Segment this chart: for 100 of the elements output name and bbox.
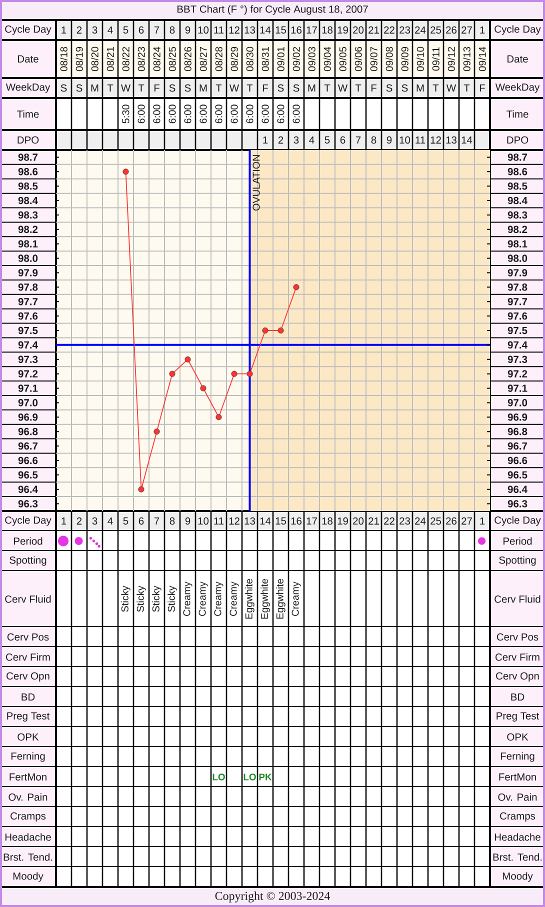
text: Creamy	[183, 582, 192, 616]
text: 19	[338, 26, 348, 34]
text: 6:00	[277, 104, 284, 124]
text: 8	[371, 136, 376, 144]
text: 10	[198, 26, 209, 34]
y-tick-label: 96.4	[18, 486, 38, 493]
text: S	[184, 84, 191, 92]
text: 7	[154, 26, 160, 34]
text: 10	[198, 517, 209, 525]
y-tick-label: 98.1	[18, 240, 38, 248]
text: 5	[324, 136, 330, 144]
text: 9	[386, 136, 392, 144]
x-tick-label: 08/20	[91, 46, 98, 72]
text: Cramps	[10, 812, 46, 822]
text: 26	[446, 26, 457, 34]
text: 6:00	[246, 104, 254, 124]
y-tick-label: 97.4	[18, 341, 38, 349]
text: Moody	[13, 872, 44, 882]
text: 14	[260, 517, 271, 525]
text: 10	[400, 136, 410, 144]
text: T	[246, 84, 253, 92]
text: 13	[244, 26, 256, 34]
text: Sticky	[121, 586, 130, 612]
text: Copyright © 2003-2024	[215, 892, 330, 902]
text: Preg Test	[7, 712, 50, 722]
text: 20	[353, 26, 364, 34]
x-tick-label: 09/07	[370, 47, 378, 72]
y2-tick-label: 97.1	[508, 384, 528, 392]
text: 15	[276, 26, 286, 34]
y2-tick-label: 98.6	[508, 168, 528, 176]
text: FertMon	[499, 773, 536, 781]
text: 3	[294, 136, 299, 144]
text: 5	[123, 26, 128, 34]
y-tick-label: 97.8	[18, 284, 38, 291]
text: 6:00	[200, 104, 207, 124]
text: 11	[214, 26, 224, 34]
text: 5	[123, 517, 128, 525]
text: M	[416, 84, 424, 92]
text: 6:00	[138, 104, 145, 124]
y-tick-label: 97.9	[18, 269, 38, 276]
y-tick-label: 96.7	[18, 442, 38, 450]
text: 2	[76, 517, 82, 525]
y2-tick-label: 97.9	[508, 269, 528, 276]
text: 9	[185, 26, 190, 34]
text: T	[324, 84, 330, 92]
y-tick-label: 97.5	[18, 326, 38, 334]
text: 3	[92, 517, 98, 525]
y-tick-label: 96.3	[18, 500, 38, 508]
text: 2	[278, 136, 284, 144]
text: W	[120, 84, 131, 92]
text: T	[138, 84, 144, 92]
x-tick-label: 09/06	[354, 46, 362, 72]
y-tick-label: 97.3	[18, 356, 38, 364]
x-tick-label: 09/11	[432, 47, 440, 71]
text: S	[60, 84, 67, 92]
y2-tick-label: 98.2	[508, 226, 528, 234]
text: 24	[415, 26, 426, 34]
text: LO	[212, 774, 225, 780]
text: WeekDay	[495, 83, 540, 93]
text: 23	[400, 26, 410, 34]
text: S	[169, 84, 176, 92]
text: 9	[185, 517, 190, 525]
y-tick-label: 96.5	[18, 471, 38, 479]
text: Eggwhite	[276, 578, 286, 619]
text: 6:00	[153, 104, 160, 124]
y-tick-label: 98.6	[18, 168, 38, 176]
text: W	[338, 84, 348, 92]
text: Sticky	[168, 586, 177, 612]
y2-tick-label: 97.3	[508, 356, 528, 364]
x-tick-label: 09/05	[339, 46, 346, 72]
text: Cramps	[500, 812, 536, 822]
y-tick-label: 97.1	[18, 384, 38, 392]
text: Preg Test	[496, 712, 540, 722]
text: F	[154, 84, 160, 92]
text: S	[293, 84, 300, 92]
text: WeekDay	[6, 83, 50, 93]
y2-tick-label: 97.2	[508, 370, 528, 378]
text: 13	[244, 517, 256, 525]
text: Headache	[5, 833, 51, 841]
text: 1	[62, 517, 66, 525]
x-tick-label: 09/12	[448, 47, 455, 72]
x-tick-label: 08/19	[76, 46, 83, 72]
text: S	[402, 84, 408, 92]
text: 6:00	[168, 104, 176, 124]
text: 1	[263, 136, 268, 144]
text: 8	[170, 26, 175, 34]
text: 12	[229, 517, 240, 525]
x-axis-title: Date	[508, 55, 528, 63]
text: 6	[138, 26, 144, 34]
y2-tick-label: 96.7	[508, 442, 528, 450]
x-tick-label: 08/23	[138, 46, 145, 72]
y-tick-label: 96.6	[18, 456, 38, 464]
y2-tick-label: 97.0	[508, 399, 528, 406]
text: 2	[76, 26, 82, 34]
x-tick-label: 09/01	[277, 47, 284, 72]
x-tick-label: 08/24	[153, 46, 160, 72]
y2-tick-label: 98.5	[508, 182, 528, 190]
text: 18	[322, 26, 333, 34]
text: T	[355, 84, 362, 92]
text: F	[480, 84, 485, 92]
